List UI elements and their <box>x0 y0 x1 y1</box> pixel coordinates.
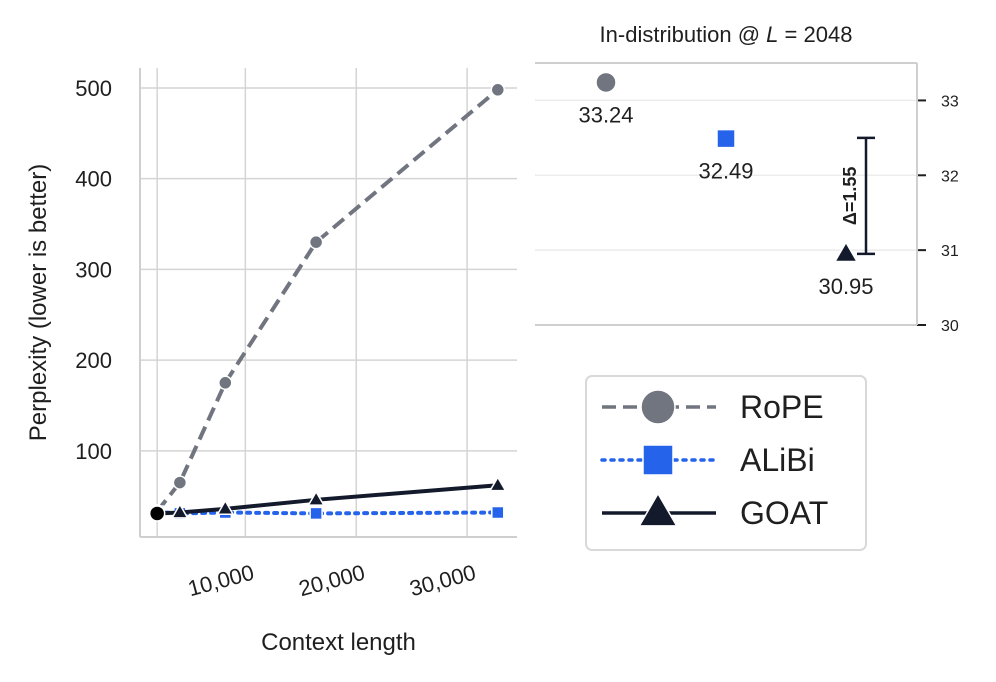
in-dist-point-rope <box>595 71 617 94</box>
y-tick-label: 500 <box>75 76 112 101</box>
data-label-rope: 33.24 <box>578 102 633 127</box>
series-line-rope <box>155 88 500 513</box>
in-distribution-chart: In-distribution @ L = 2048 30 31 32 33 33.24 3… <box>535 22 959 335</box>
point-rope <box>490 82 506 98</box>
in-dist-point-goat <box>833 240 859 263</box>
x-axis-label: Context length <box>261 629 416 656</box>
data-label-goat: 30.95 <box>818 274 873 299</box>
in-dist-point-alibi <box>716 128 736 149</box>
point-alibi <box>309 506 323 521</box>
data-label-alibi: 32.49 <box>698 159 753 184</box>
y-tick-label: 30 <box>941 318 959 335</box>
legend-marker-alibi <box>642 444 674 476</box>
legend-label-alibi: ALiBi <box>740 442 815 478</box>
legend: RoPE ALiBi GOAT <box>585 375 867 551</box>
delta-annotation: Δ=1.55 <box>840 167 860 225</box>
point-goat <box>307 490 326 506</box>
y-tick-label: 300 <box>75 257 112 282</box>
point-alibi <box>491 505 505 520</box>
series-line-goat <box>157 483 498 516</box>
legend-label-goat: GOAT <box>740 495 828 531</box>
x-tick-label: 20,000 <box>296 560 367 602</box>
right-chart-title: In-distribution @ L = 2048 <box>600 22 853 47</box>
point-goat <box>170 503 189 519</box>
perplexity-vs-context-chart: 10,000 20,000 30,000 100 200 300 400 500 Context… <box>25 68 517 656</box>
point-goat <box>216 499 235 515</box>
y-tick-label: 33 <box>941 93 959 110</box>
y-tick-label: 31 <box>941 243 959 260</box>
y-tick-label: 200 <box>75 348 112 373</box>
y-tick-label: 32 <box>941 168 959 185</box>
x-tick-label: 10,000 <box>185 560 256 602</box>
point-rope <box>218 375 233 391</box>
y-tick-label: 400 <box>75 167 112 192</box>
y-axis-label: Perplexity (lower is better) <box>25 164 52 441</box>
point-in-distribution <box>148 505 166 522</box>
point-rope <box>172 475 188 490</box>
point-rope <box>308 234 324 250</box>
legend-label-rope: RoPE <box>740 389 824 425</box>
legend-marker-goat <box>637 492 679 527</box>
series-line-alibi <box>155 510 500 516</box>
x-tick-label: 30,000 <box>407 560 478 602</box>
legend-marker-rope <box>640 389 676 425</box>
y-tick-label: 100 <box>75 439 112 464</box>
point-goat <box>488 475 507 492</box>
